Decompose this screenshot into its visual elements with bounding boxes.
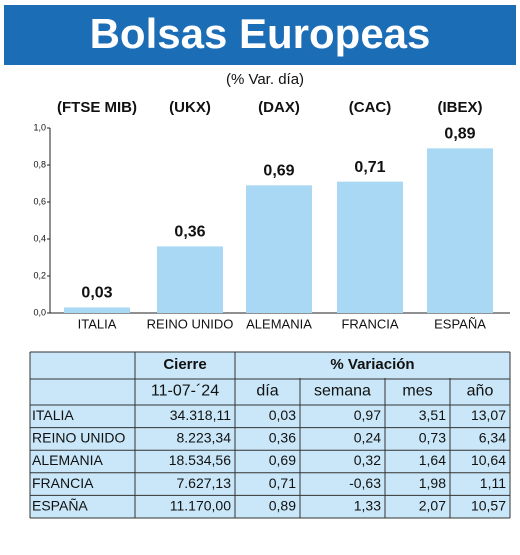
table-cell: 0,97: [354, 407, 381, 423]
table-cell: 8.223,34: [177, 430, 232, 446]
row-label: FRANCIA: [32, 475, 94, 491]
value-label: 0,71: [354, 159, 385, 176]
table-cell: -0,63: [349, 475, 381, 491]
table-cell: 10,57: [471, 497, 506, 513]
value-label: 0,36: [174, 224, 205, 241]
bar: [246, 185, 312, 313]
group-header: Cierre: [163, 356, 206, 373]
row-label: REINO UNIDO: [32, 430, 125, 446]
table-cell: 1,64: [419, 452, 446, 468]
table-cell: 1,98: [419, 475, 446, 491]
y-tick-label: 0,6: [33, 196, 46, 206]
index-label: (CAC): [349, 99, 392, 116]
column-header: semana: [314, 383, 371, 400]
index-label: (DAX): [258, 99, 300, 116]
y-tick-label: 0,8: [33, 159, 46, 169]
table-cell: 0,73: [419, 430, 446, 446]
table-cell: 10,64: [471, 452, 506, 468]
table-cell: 2,07: [419, 497, 446, 513]
column-header: mes: [402, 383, 432, 400]
bar: [157, 246, 223, 313]
table-cell: 0,69: [269, 452, 296, 468]
table-cell: 34.318,11: [170, 407, 231, 423]
table-cell: 1,33: [354, 497, 381, 513]
bar: [337, 181, 403, 313]
table-cell: 0,36: [269, 430, 296, 446]
table-cell: 13,07: [471, 407, 506, 423]
chart-title: Bolsas Europeas: [90, 10, 431, 57]
value-label: 0,69: [263, 163, 294, 180]
table-bg: [30, 352, 510, 518]
y-tick-label: 0,2: [33, 270, 46, 280]
table-cell: 0,71: [269, 475, 296, 491]
table-cell: 0,24: [354, 430, 381, 446]
chart-subtitle: (% Var. día): [226, 71, 304, 88]
table-cell: 3,51: [419, 407, 446, 423]
index-label: (FTSE MIB): [57, 99, 137, 116]
table-cell: 0,03: [269, 407, 296, 423]
bar: [427, 148, 493, 313]
row-label: ESPAÑA: [32, 497, 88, 513]
row-label: ALEMANIA: [32, 452, 103, 468]
index-label: (IBEX): [438, 99, 483, 116]
y-tick-label: 0,4: [33, 233, 46, 243]
column-header: día: [256, 383, 278, 400]
table-cell: 0,89: [269, 497, 296, 513]
y-tick-label: 1,0: [33, 122, 46, 132]
x-tick-label: FRANCIA: [341, 316, 398, 331]
column-header: 11-07-´24: [151, 383, 219, 400]
x-tick-label: ITALIA: [78, 316, 117, 331]
x-tick-label: ESPAÑA: [434, 316, 486, 331]
index-label: (UKX): [169, 99, 211, 116]
column-header: año: [467, 383, 494, 400]
x-tick-label: ALEMANIA: [246, 316, 312, 331]
table-cell: 18.534,56: [169, 452, 231, 468]
value-label: 0,89: [444, 126, 475, 143]
value-label: 0,03: [81, 285, 112, 302]
row-label: ITALIA: [32, 407, 74, 423]
title-band: [4, 5, 516, 65]
x-tick-label: REINO UNIDO: [147, 316, 234, 331]
table-cell: 1,11: [480, 475, 506, 491]
y-tick-label: 0,0: [33, 307, 46, 317]
table-cell: 11.170,00: [170, 497, 231, 513]
group-header: % Variación: [330, 356, 414, 373]
table-cell: 7.627,13: [177, 475, 232, 491]
table-cell: 0,32: [354, 452, 381, 468]
table-cell: 6,34: [479, 430, 506, 446]
bar: [64, 307, 130, 313]
